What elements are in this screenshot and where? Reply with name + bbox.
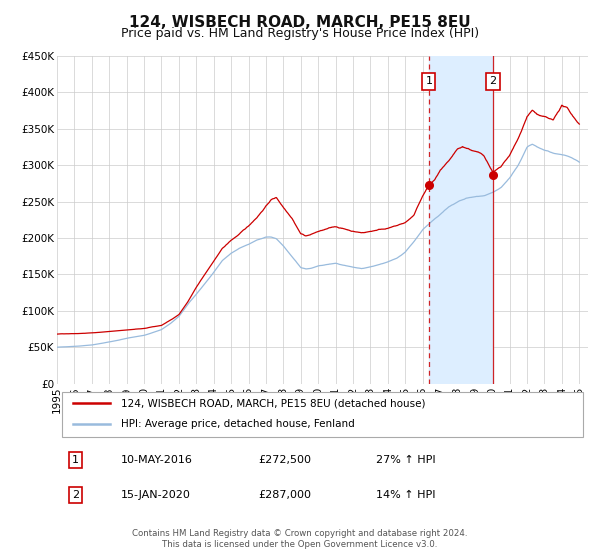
Text: 2: 2 — [490, 77, 497, 86]
Text: Price paid vs. HM Land Registry's House Price Index (HPI): Price paid vs. HM Land Registry's House … — [121, 27, 479, 40]
Text: 1: 1 — [425, 77, 433, 86]
Bar — [429, 56, 493, 384]
Text: 124, WISBECH ROAD, MARCH, PE15 8EU: 124, WISBECH ROAD, MARCH, PE15 8EU — [129, 15, 471, 30]
Text: 15-JAN-2020: 15-JAN-2020 — [121, 490, 191, 500]
Text: 27% ↑ HPI: 27% ↑ HPI — [376, 455, 435, 465]
Text: HPI: Average price, detached house, Fenland: HPI: Average price, detached house, Fenl… — [121, 419, 355, 430]
Text: £272,500: £272,500 — [259, 455, 312, 465]
Text: £287,000: £287,000 — [259, 490, 312, 500]
Text: Contains HM Land Registry data © Crown copyright and database right 2024.
This d: Contains HM Land Registry data © Crown c… — [132, 529, 468, 549]
Text: 124, WISBECH ROAD, MARCH, PE15 8EU (detached house): 124, WISBECH ROAD, MARCH, PE15 8EU (deta… — [121, 398, 425, 408]
FancyBboxPatch shape — [62, 392, 583, 437]
Text: 2: 2 — [72, 490, 79, 500]
Text: 1: 1 — [72, 455, 79, 465]
Text: 10-MAY-2016: 10-MAY-2016 — [121, 455, 193, 465]
Text: 14% ↑ HPI: 14% ↑ HPI — [376, 490, 435, 500]
